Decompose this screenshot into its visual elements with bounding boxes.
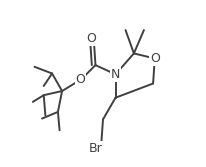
Text: N: N [111, 68, 120, 81]
Text: O: O [150, 52, 160, 65]
Text: O: O [76, 73, 85, 86]
Text: O: O [87, 32, 97, 45]
Text: Br: Br [89, 142, 102, 155]
